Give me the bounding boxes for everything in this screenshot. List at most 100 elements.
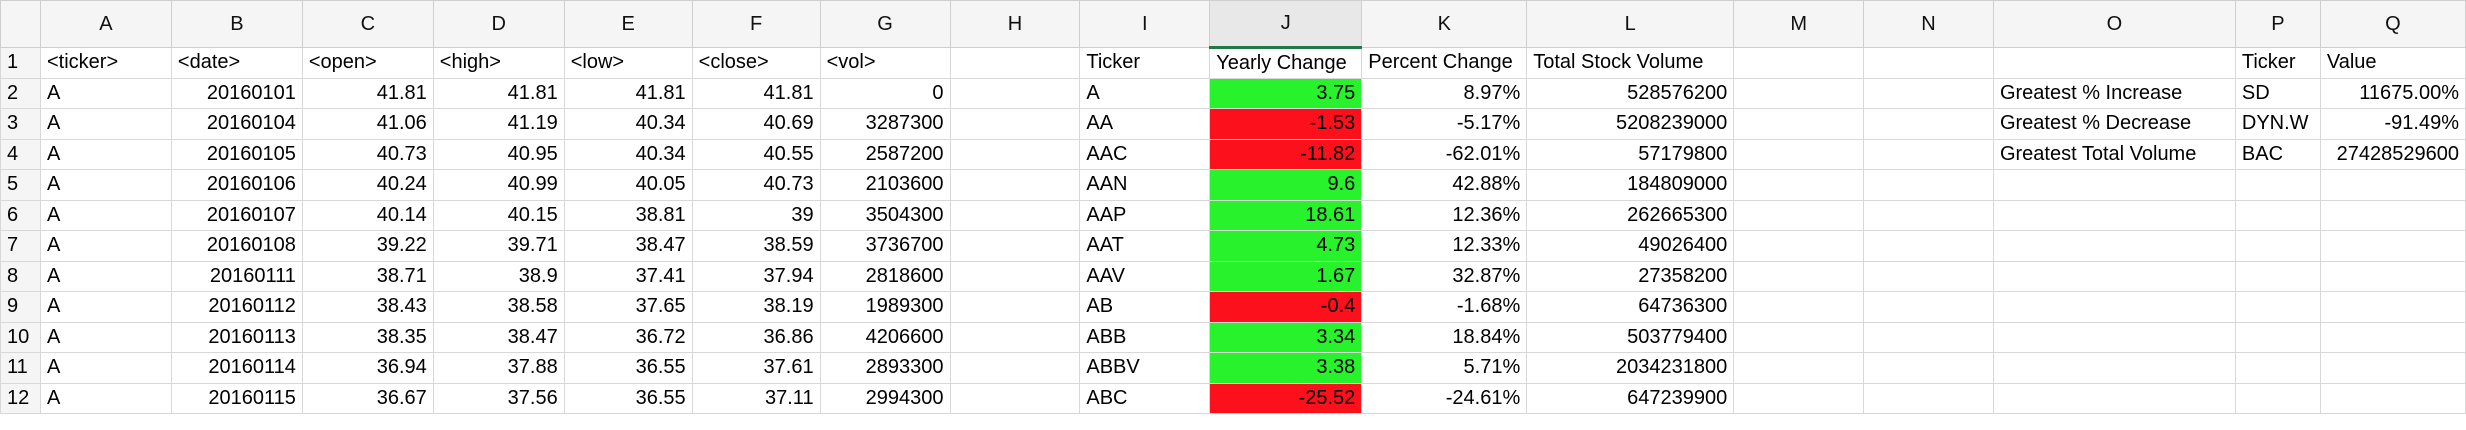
cell-n6[interactable] [1863,199,1994,231]
column-header-e[interactable]: E [563,0,693,48]
cell-l7[interactable]: 49026400 [1526,230,1735,262]
cell-p10[interactable] [2234,321,2321,353]
cell-d7[interactable]: 39.71 [432,230,565,262]
cell-d8[interactable]: 38.9 [432,260,565,292]
cell-b6[interactable]: 20160107 [170,199,303,231]
cell-o3[interactable]: Greatest % Decrease [1992,108,2236,140]
cell-n4[interactable] [1863,138,1994,170]
cell-i7[interactable]: AAT [1079,230,1211,262]
column-header-q[interactable]: Q [2319,0,2466,48]
cell-n11[interactable] [1863,352,1994,384]
cell-a9[interactable]: A [39,291,172,323]
cell-h2[interactable] [949,77,1081,109]
cell-b10[interactable]: 20160113 [170,321,303,353]
column-header-g[interactable]: G [819,0,951,48]
cell-o6[interactable] [1992,199,2236,231]
cell-g1[interactable]: <vol> [819,47,951,79]
cell-p3[interactable]: DYN.W [2234,108,2321,140]
cell-l8[interactable]: 27358200 [1526,260,1735,292]
cell-d6[interactable]: 40.15 [432,199,565,231]
cell-a3[interactable]: A [39,108,172,140]
cell-h7[interactable] [949,230,1081,262]
cell-i6[interactable]: AAP [1079,199,1211,231]
cell-m3[interactable] [1733,108,1865,140]
cell-l11[interactable]: 2034231800 [1526,352,1735,384]
cell-d4[interactable]: 40.95 [432,138,565,170]
cell-e1[interactable]: <low> [563,47,693,79]
cell-d11[interactable]: 37.88 [432,352,565,384]
cell-m11[interactable] [1733,352,1865,384]
cell-f5[interactable]: 40.73 [691,169,821,201]
cell-h1[interactable] [949,47,1081,79]
cell-d2[interactable]: 41.81 [432,77,565,109]
cell-j3[interactable]: -1.53 [1209,108,1363,140]
cell-n9[interactable] [1863,291,1994,323]
cell-c4[interactable]: 40.73 [301,138,434,170]
cell-i12[interactable]: ABC [1079,382,1211,414]
cell-a8[interactable]: A [39,260,172,292]
row-header-1[interactable]: 1 [0,47,41,79]
cell-g8[interactable]: 2818600 [819,260,951,292]
cell-l12[interactable]: 647239900 [1526,382,1735,414]
cell-k9[interactable]: -1.68% [1361,291,1528,323]
cell-a1[interactable]: <ticker> [39,47,172,79]
cell-m2[interactable] [1733,77,1865,109]
cell-d9[interactable]: 38.58 [432,291,565,323]
cell-i2[interactable]: A [1079,77,1211,109]
cell-g7[interactable]: 3736700 [819,230,951,262]
column-header-j[interactable]: J [1209,0,1363,49]
cell-h12[interactable] [949,382,1081,414]
row-header-8[interactable]: 8 [0,260,41,292]
cell-g10[interactable]: 4206600 [819,321,951,353]
cell-d1[interactable]: <high> [432,47,565,79]
row-header-9[interactable]: 9 [0,291,41,323]
cell-l6[interactable]: 262665300 [1526,199,1735,231]
column-header-b[interactable]: B [170,0,303,48]
cell-p1[interactable]: Ticker [2234,47,2321,79]
cell-m10[interactable] [1733,321,1865,353]
row-header-3[interactable]: 3 [0,108,41,140]
cell-o7[interactable] [1992,230,2236,262]
column-header-m[interactable]: M [1733,0,1865,48]
cell-i4[interactable]: AAC [1079,138,1211,170]
cell-l4[interactable]: 57179800 [1526,138,1735,170]
cell-a2[interactable]: A [39,77,172,109]
cell-a10[interactable]: A [39,321,172,353]
cell-n7[interactable] [1863,230,1994,262]
cell-o4[interactable]: Greatest Total Volume [1992,138,2236,170]
cell-g5[interactable]: 2103600 [819,169,951,201]
row-header-6[interactable]: 6 [0,199,41,231]
cell-o9[interactable] [1992,291,2236,323]
cell-f2[interactable]: 41.81 [691,77,821,109]
cell-o11[interactable] [1992,352,2236,384]
cell-m4[interactable] [1733,138,1865,170]
cell-l5[interactable]: 184809000 [1526,169,1735,201]
column-header-l[interactable]: L [1526,0,1735,48]
cell-q2[interactable]: 11675.00% [2319,77,2466,109]
cell-q10[interactable] [2319,321,2466,353]
cell-b5[interactable]: 20160106 [170,169,303,201]
cell-c8[interactable]: 38.71 [301,260,434,292]
row-header-10[interactable]: 10 [0,321,41,353]
cell-f7[interactable]: 38.59 [691,230,821,262]
cell-f10[interactable]: 36.86 [691,321,821,353]
row-header-4[interactable]: 4 [0,138,41,170]
cell-h3[interactable] [949,108,1081,140]
cell-o12[interactable] [1992,382,2236,414]
cell-p2[interactable]: SD [2234,77,2321,109]
cell-p12[interactable] [2234,382,2321,414]
column-header-o[interactable]: O [1992,0,2236,48]
cell-h11[interactable] [949,352,1081,384]
cell-c1[interactable]: <open> [301,47,434,79]
column-header-n[interactable]: N [1863,0,1994,48]
cell-b4[interactable]: 20160105 [170,138,303,170]
cell-e7[interactable]: 38.47 [563,230,693,262]
cell-f11[interactable]: 37.61 [691,352,821,384]
cell-b1[interactable]: <date> [170,47,303,79]
cell-q8[interactable] [2319,260,2466,292]
cell-c3[interactable]: 41.06 [301,108,434,140]
cell-q12[interactable] [2319,382,2466,414]
cell-h6[interactable] [949,199,1081,231]
cell-j9[interactable]: -0.4 [1209,291,1363,323]
cell-n8[interactable] [1863,260,1994,292]
